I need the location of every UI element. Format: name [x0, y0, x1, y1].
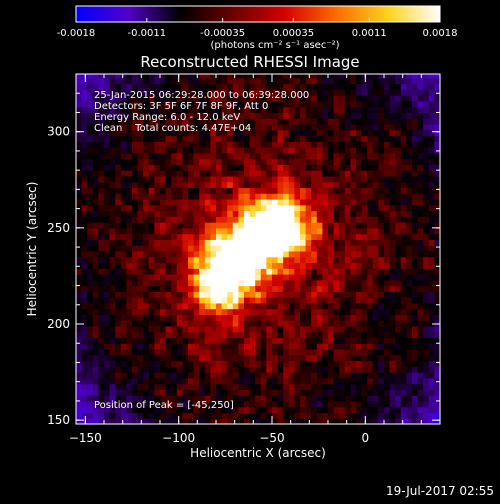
x-tick-label: 0 [362, 431, 370, 445]
annotation-energy-range: Energy Range: 6.0 - 12.0 keV [94, 112, 240, 123]
y-tick-label: 150 [47, 413, 70, 427]
y-tick-label: 200 [47, 317, 70, 331]
x-axis-label: Heliocentric X (arcsec) [190, 446, 326, 460]
colorbar-tick-label: -0.0011 [127, 28, 166, 39]
chart-title: Reconstructed RHESSI Image [140, 53, 359, 71]
y-tick-label: 250 [47, 221, 70, 235]
peak-position-label: Position of Peak = [-45,250] [94, 400, 234, 411]
x-tick-label: −150 [69, 431, 102, 445]
y-axis-label: Heliocentric Y (arcsec) [25, 182, 39, 317]
annotation-detectors: Detectors: 3F 5F 6F 7F 8F 9F, Att 0 [94, 101, 268, 112]
colorbar-unit-label: (photons cm⁻² s⁻¹ asec⁻²) [210, 40, 339, 51]
annotation-block: 25-Jan-2015 06:29:28.000 to 06:39:28.000… [94, 90, 309, 411]
colorbar-gradient [76, 6, 440, 22]
colorbar-frame [75, 5, 441, 23]
colorbar-tick-label: 0.0011 [352, 28, 387, 39]
colorbar: -0.0018 -0.0011 -0.00035 0.00035 0.0011 0.001… [57, 5, 458, 51]
annotation-clean-counts: Clean Total counts: 4.47E+04 [94, 123, 251, 134]
y-tick-label: 300 [47, 125, 70, 139]
plot-frame [75, 73, 441, 425]
x-tick-label: −100 [162, 431, 195, 445]
colorbar-tick-label: -0.00035 [200, 28, 245, 39]
axes: −150 −100 −50 0 150 200 250 300 Heliocentric X… [25, 73, 441, 460]
x-tick-label: −50 [259, 431, 284, 445]
footer-timestamp: 19-Jul-2017 02:55 [386, 484, 494, 498]
colorbar-tick-label: -0.0018 [57, 28, 96, 39]
annotation-time-range: 25-Jan-2015 06:29:28.000 to 06:39:28.000 [94, 90, 309, 101]
colorbar-tick-label: 0.00035 [273, 28, 314, 39]
colorbar-tick-label: 0.0018 [423, 28, 458, 39]
heatmap-image [75, 73, 441, 425]
